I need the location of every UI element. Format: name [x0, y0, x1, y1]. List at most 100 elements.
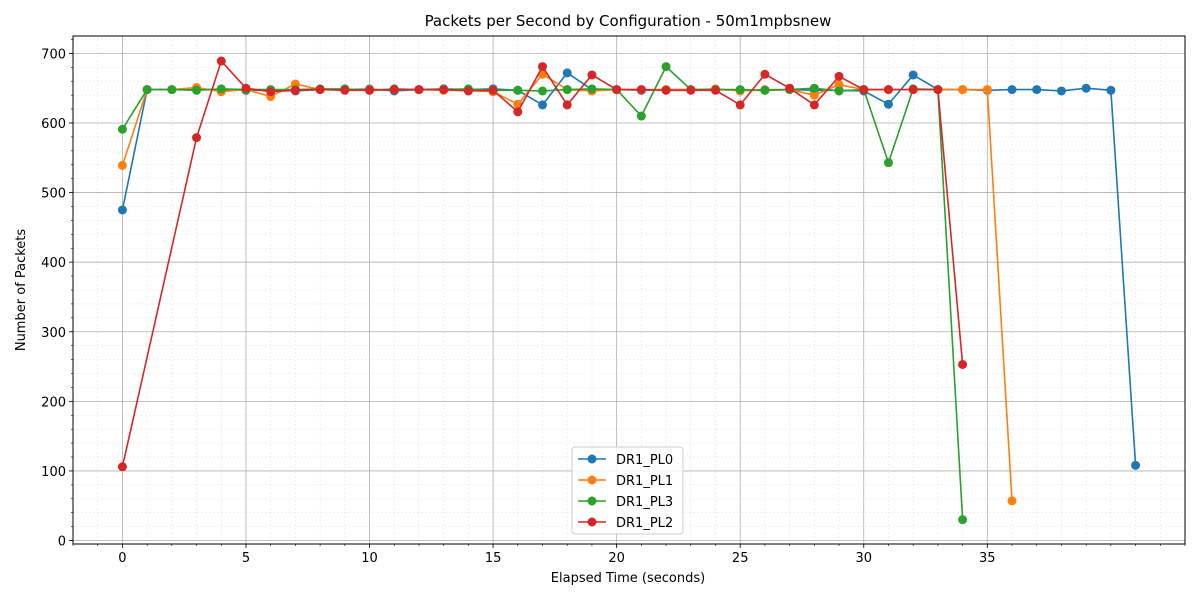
data-point [809, 83, 819, 93]
data-point [809, 100, 819, 110]
data-point [216, 56, 226, 66]
y-tick-label: 500 [41, 187, 66, 202]
x-axis-ticks: 0 5 10 15 20 25 30 35 [72, 544, 1186, 566]
data-point [365, 85, 375, 95]
data-point [661, 85, 671, 95]
data-point [538, 86, 548, 96]
data-point [142, 85, 152, 95]
data-point [661, 62, 671, 72]
data-point [883, 85, 893, 95]
x-tick-label: 20 [608, 551, 625, 566]
data-point [587, 84, 597, 94]
data-point [933, 85, 943, 95]
data-point [636, 85, 646, 95]
data-point [266, 87, 276, 97]
x-tick-label: 10 [361, 551, 378, 566]
data-point [1131, 460, 1141, 470]
data-point [117, 124, 127, 134]
data-point [241, 83, 251, 93]
x-tick-label: 35 [979, 551, 996, 566]
legend-item: DR1_PL1 [578, 474, 673, 489]
data-point [167, 85, 177, 95]
data-point [735, 85, 745, 95]
data-point [192, 133, 202, 143]
data-point [488, 85, 498, 95]
data-point [686, 85, 696, 95]
x-axis-label: Elapsed Time (seconds) [551, 571, 705, 586]
data-point [315, 85, 325, 95]
data-point [1056, 86, 1066, 96]
series-line [121, 59, 964, 467]
data-point [1007, 85, 1017, 95]
data-point [908, 70, 918, 80]
legend-item: DR1_PL0 [578, 453, 673, 468]
data-point [538, 62, 548, 72]
data-point [290, 85, 300, 95]
data-point [1032, 85, 1042, 95]
series-dr1-pl0 [117, 68, 1141, 470]
x-tick-label: 30 [855, 551, 872, 566]
data-point [562, 68, 572, 78]
data-point [834, 86, 844, 96]
data-point [414, 85, 424, 95]
legend-label: DR1_PL1 [616, 474, 673, 489]
data-point [760, 69, 770, 79]
data-point [1106, 85, 1116, 95]
data-point [439, 85, 449, 95]
data-point [513, 85, 523, 95]
data-point [982, 85, 992, 95]
legend-box [571, 446, 684, 535]
data-point [710, 85, 720, 95]
series-dr1-pl2 [117, 56, 968, 472]
series-line [121, 71, 1137, 466]
data-point [785, 83, 795, 93]
x-tick-label: 5 [242, 551, 250, 566]
y-tick-label: 400 [41, 256, 66, 271]
data-point [735, 100, 745, 110]
data-point [958, 85, 968, 95]
y-tick-label: 100 [41, 465, 66, 480]
data-point [587, 70, 597, 80]
series-layer [117, 56, 1141, 525]
data-point [216, 84, 226, 94]
y-tick-label: 0 [58, 535, 66, 550]
data-point [834, 71, 844, 81]
legend-swatch-marker [587, 517, 597, 527]
x-tick-label: 25 [732, 551, 749, 566]
y-tick-label: 300 [41, 326, 66, 341]
legend-item: DR1_PL3 [578, 495, 673, 510]
data-point [636, 111, 646, 121]
data-point [958, 515, 968, 525]
data-point [908, 85, 918, 95]
data-point [958, 359, 968, 369]
data-point [389, 85, 399, 95]
data-point [883, 158, 893, 168]
data-point [760, 85, 770, 95]
data-point [1081, 83, 1091, 93]
data-point [192, 85, 202, 95]
y-axis-label: Number of Packets [14, 229, 29, 352]
y-axis-ticks: 0 100 200 300 400 500 600 700 [41, 39, 73, 550]
y-tick-label: 600 [41, 117, 66, 132]
data-point [513, 107, 523, 117]
legend-label: DR1_PL0 [616, 453, 673, 468]
data-point [117, 205, 127, 215]
legend: DR1_PL0 DR1_PL1 DR1_PL3 DR1_PL2 [571, 446, 684, 535]
legend-swatch-marker [587, 475, 597, 485]
data-point [612, 85, 622, 95]
legend-label: DR1_PL3 [616, 495, 673, 510]
data-point [809, 90, 819, 100]
y-tick-label: 700 [41, 47, 66, 62]
y-tick-label: 200 [41, 395, 66, 410]
data-point [834, 80, 844, 90]
data-point [562, 85, 572, 95]
legend-label: DR1_PL2 [616, 516, 673, 531]
data-point [340, 85, 350, 95]
legend-swatch-marker [587, 454, 597, 464]
chart-title: Packets per Second by Configuration - 50… [425, 12, 832, 30]
x-tick-label: 15 [485, 551, 502, 566]
data-point [883, 99, 893, 109]
data-point [859, 85, 869, 95]
legend-item: DR1_PL2 [578, 516, 673, 531]
